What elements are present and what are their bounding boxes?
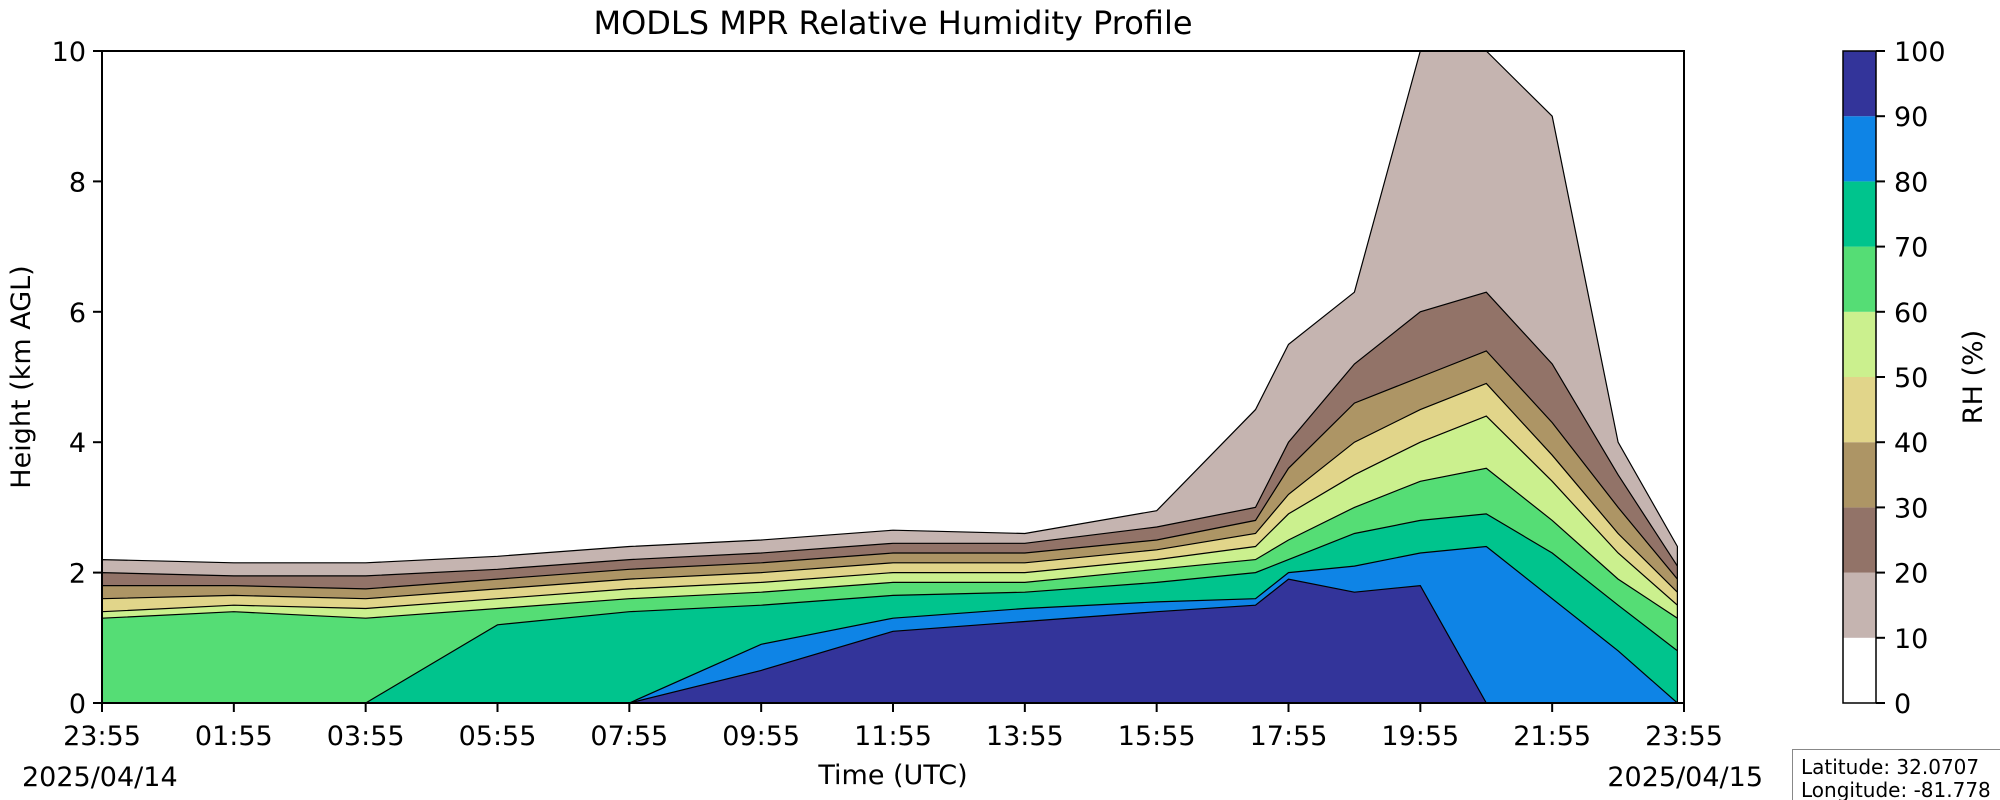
y-axis: 0 2 4 6 8 10 bbox=[52, 37, 102, 720]
colorbar-tick-label: 60 bbox=[1894, 298, 1928, 329]
x-tick-label: 09:55 bbox=[722, 721, 800, 752]
x-tick-label: 23:55 bbox=[1645, 721, 1723, 752]
x-tick-label: 17:55 bbox=[1250, 721, 1328, 752]
y-tick-label: 4 bbox=[69, 428, 86, 459]
colorbar-tick-label: 10 bbox=[1894, 624, 1928, 655]
x-tick-label: 01:55 bbox=[195, 721, 273, 752]
x-tick-label: 19:55 bbox=[1381, 721, 1459, 752]
colorbar-tick-label: 0 bbox=[1894, 689, 1911, 720]
longitude-text: Longitude: -81.778 bbox=[1801, 778, 1991, 800]
colorbar-swatch bbox=[1843, 51, 1876, 117]
end-date-label: 2025/04/15 bbox=[1607, 762, 1763, 793]
chart-title: MODLS MPR Relative Humidity Profile bbox=[593, 4, 1192, 42]
colorbar-swatch bbox=[1843, 637, 1876, 703]
colorbar-tick-label: 80 bbox=[1894, 167, 1928, 198]
colorbar-tick-label: 20 bbox=[1894, 559, 1928, 590]
colorbar-swatch bbox=[1843, 311, 1876, 377]
colorbar-tick-label: 70 bbox=[1894, 233, 1928, 264]
y-tick-label: 8 bbox=[69, 167, 86, 198]
colorbar-swatch bbox=[1843, 181, 1876, 247]
y-tick-label: 0 bbox=[69, 689, 86, 720]
colorbar-swatch bbox=[1843, 116, 1876, 182]
y-axis-label: Height (km AGL) bbox=[6, 265, 37, 488]
latitude-text: Latitude: 32.0707 bbox=[1801, 755, 1980, 779]
x-tick-label: 07:55 bbox=[590, 721, 668, 752]
colorbar-tick-label: 40 bbox=[1894, 428, 1928, 459]
colorbar-swatch bbox=[1843, 246, 1876, 312]
x-tick-label: 21:55 bbox=[1513, 721, 1591, 752]
x-tick-label: 13:55 bbox=[986, 721, 1064, 752]
x-tick-label: 15:55 bbox=[1118, 721, 1196, 752]
colorbar-swatch bbox=[1843, 572, 1876, 638]
plot-area bbox=[102, 51, 1684, 703]
x-tick-label: 23:55 bbox=[63, 721, 141, 752]
contour-bands bbox=[102, 51, 1679, 703]
colorbar-swatch bbox=[1843, 377, 1876, 443]
colorbar-label: RH (%) bbox=[1958, 330, 1989, 424]
y-tick-label: 2 bbox=[69, 559, 86, 590]
colorbar-tick-label: 100 bbox=[1894, 37, 1946, 68]
contour-band-rh-90 bbox=[102, 578, 1678, 703]
location-info-box: Latitude: 32.0707 Longitude: -81.778 bbox=[1792, 749, 2000, 800]
colorbar: 0 10 20 30 40 50 60 70 80 90 100 bbox=[1842, 37, 1946, 720]
colorbar-swatch bbox=[1843, 507, 1876, 573]
colorbar-tick-label: 50 bbox=[1894, 363, 1928, 394]
x-axis: 23:55 01:55 03:55 05:55 07:55 09:55 11:55 13:55… bbox=[63, 703, 1723, 752]
colorbar-swatch bbox=[1843, 442, 1876, 508]
colorbar-tick-label: 30 bbox=[1894, 493, 1928, 524]
x-axis-label: Time (UTC) bbox=[817, 760, 967, 791]
x-tick-label: 11:55 bbox=[854, 721, 932, 752]
x-tick-label: 03:55 bbox=[327, 721, 405, 752]
y-tick-label: 10 bbox=[52, 37, 86, 68]
start-date-label: 2025/04/14 bbox=[22, 762, 178, 793]
x-tick-label: 05:55 bbox=[459, 721, 537, 752]
y-tick-label: 6 bbox=[69, 298, 86, 329]
colorbar-tick-label: 90 bbox=[1894, 102, 1928, 133]
